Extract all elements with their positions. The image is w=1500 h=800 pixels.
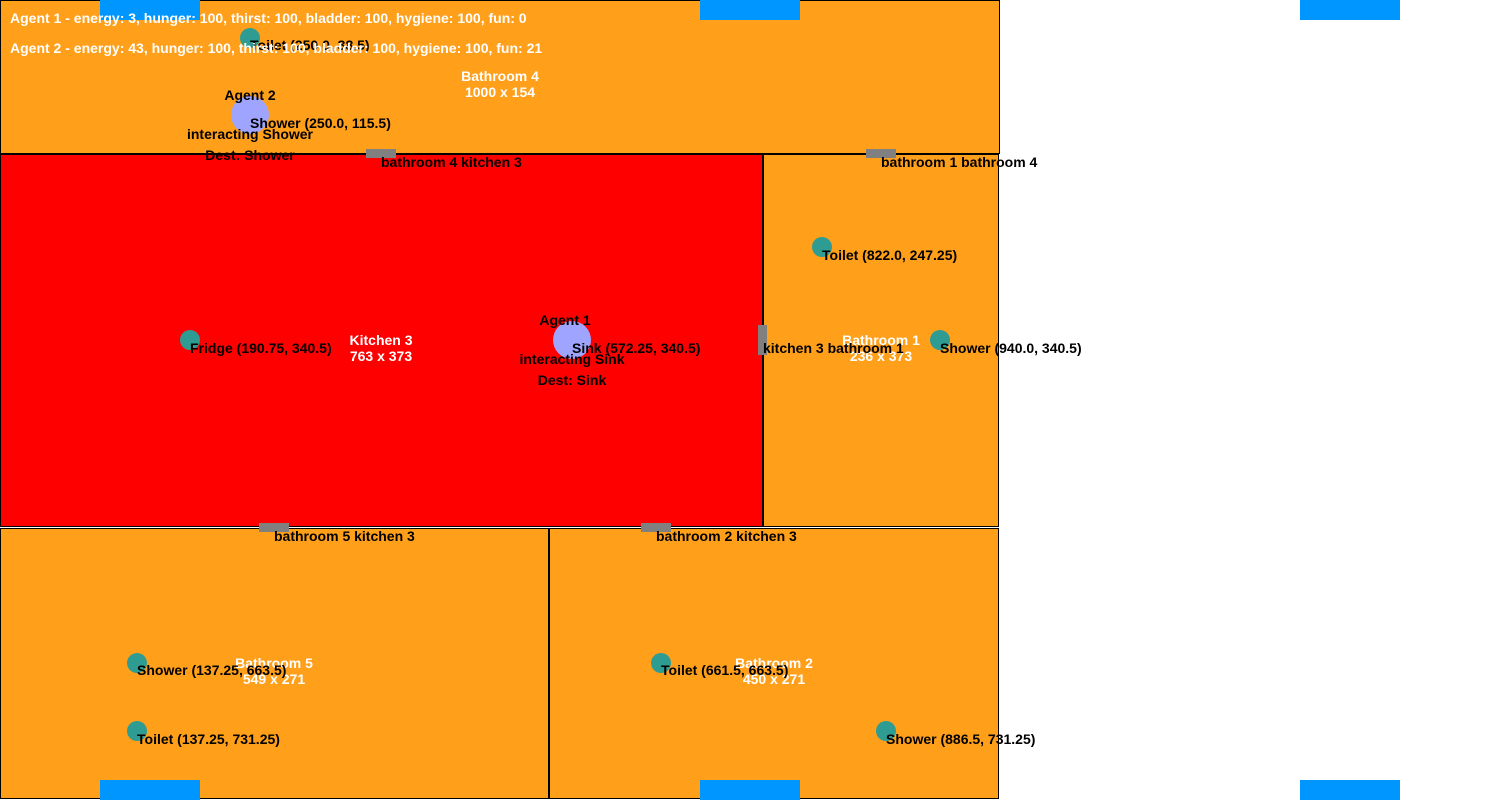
door-label: kitchen 3 bathroom 1 (763, 340, 904, 356)
toilet-object[interactable] (240, 28, 260, 48)
room-bathroom-1 (763, 154, 999, 527)
object-label: Shower (940.0, 340.5) (940, 340, 1082, 356)
door-kitchen-3-bathroom-1[interactable] (758, 325, 767, 355)
room-name: Bathroom 4 (461, 68, 539, 84)
room-size: 236 x 373 (849, 348, 913, 364)
room-kitchen-3 (0, 154, 763, 527)
door-label: bathroom 1 bathroom 4 (881, 154, 1038, 170)
room-name: Bathroom 2 (735, 655, 813, 671)
toilet-object[interactable] (127, 721, 147, 741)
agent-2-status: Agent 2 - energy: 43, hunger: 100, thirs… (10, 40, 543, 56)
agent-1-action: interacting Sink (519, 351, 625, 367)
door-bathroom-5-kitchen-3[interactable] (259, 523, 289, 532)
agent-1-name: Agent 1 (539, 312, 591, 328)
room-name: Bathroom 1 (842, 332, 920, 348)
window-bottom-3 (1300, 780, 1400, 800)
object-label: Toilet (137.25, 731.25) (137, 731, 280, 747)
toilet-object[interactable] (812, 237, 832, 257)
window-bottom-1 (100, 780, 200, 800)
shower-object[interactable] (127, 653, 147, 673)
window-bottom-2 (700, 780, 800, 800)
room-label-bathroom-2: Bathroom 2 450 x 271 (735, 655, 813, 687)
agent-2-name: Agent 2 (224, 87, 276, 103)
toilet-object[interactable] (651, 653, 671, 673)
agent-2-action: interacting Shower (186, 126, 314, 142)
room-size: 1000 x 154 (464, 84, 536, 100)
door-bathroom-2-kitchen-3[interactable] (641, 523, 671, 532)
object-label: Shower (886.5, 731.25) (886, 731, 1036, 747)
door-label: bathroom 5 kitchen 3 (274, 528, 415, 544)
room-label-kitchen-3: Kitchen 3 763 x 373 (349, 332, 412, 364)
object-label: Sink (572.25, 340.5) (572, 340, 701, 356)
room-bathroom-2 (549, 528, 999, 799)
agent-2-destination: Dest: Shower (205, 147, 295, 163)
object-label: Toilet (822.0, 247.25) (822, 247, 958, 263)
door-bathroom-4-kitchen-3[interactable] (366, 149, 396, 158)
window-top-2 (700, 0, 800, 20)
object-label: Shower (250.0, 115.5) (250, 115, 391, 131)
shower-object[interactable] (930, 330, 950, 350)
room-bathroom-4 (0, 0, 1000, 154)
room-label-bathroom-5: Bathroom 5 549 x 271 (235, 655, 313, 687)
room-label-bathroom-1: Bathroom 1 236 x 373 (842, 332, 920, 364)
window-top-3 (1300, 0, 1400, 20)
agent-2-avatar[interactable] (231, 96, 269, 134)
room-name: Bathroom 5 (235, 655, 313, 671)
window-top-1 (100, 0, 200, 20)
object-label: Toilet (661.5, 663.5) (661, 662, 789, 678)
object-label: Shower (137.25, 663.5) (137, 662, 287, 678)
agent-1-avatar[interactable] (553, 321, 591, 359)
object-label: Toilet (250.0, 38.5) (250, 37, 370, 53)
door-label: bathroom 4 kitchen 3 (381, 154, 522, 170)
agent-1-destination: Dest: Sink (537, 372, 607, 388)
shower-object[interactable] (876, 721, 896, 741)
room-size: 549 x 271 (242, 671, 306, 687)
room-size: 450 x 271 (742, 671, 806, 687)
room-size: 763 x 373 (349, 348, 413, 364)
door-label: bathroom 2 kitchen 3 (656, 528, 797, 544)
room-bathroom-5 (0, 528, 549, 799)
door-bathroom-1-bathroom-4[interactable] (866, 149, 896, 158)
agent-1-status: Agent 1 - energy: 3, hunger: 100, thirst… (10, 10, 527, 26)
object-label: Fridge (190.75, 340.5) (190, 340, 332, 356)
room-name: Kitchen 3 (349, 332, 413, 348)
room-label-bathroom-4: Bathroom 4 1000 x 154 (461, 68, 539, 100)
fridge-object[interactable] (180, 330, 200, 350)
